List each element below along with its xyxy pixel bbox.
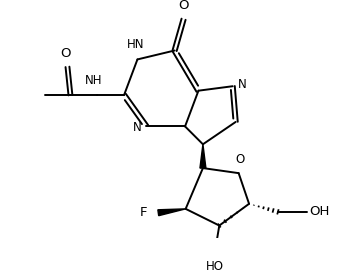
Polygon shape	[200, 144, 206, 168]
Text: O: O	[61, 47, 71, 60]
Text: O: O	[178, 0, 189, 12]
Text: NH: NH	[85, 74, 102, 87]
Text: OH: OH	[309, 205, 330, 218]
Text: F: F	[140, 206, 147, 219]
Text: N: N	[238, 78, 247, 91]
Polygon shape	[158, 209, 186, 216]
Text: N: N	[133, 121, 142, 134]
Text: O: O	[235, 153, 245, 166]
Text: HN: HN	[127, 38, 145, 51]
Text: HO: HO	[206, 260, 224, 270]
